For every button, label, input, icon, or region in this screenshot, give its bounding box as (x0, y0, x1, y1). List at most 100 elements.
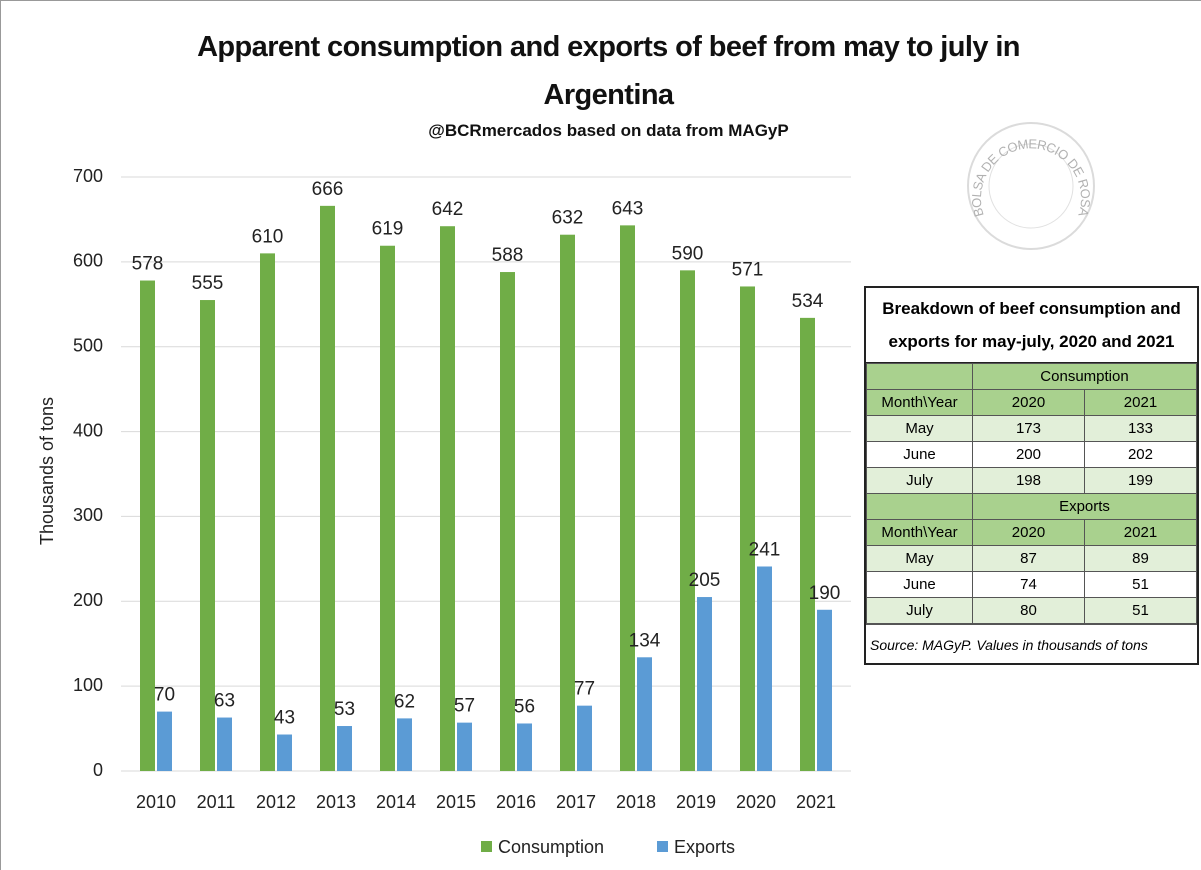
bar (800, 317, 815, 771)
bar (757, 566, 772, 771)
section-row: Consumption (866, 363, 1197, 390)
bar (500, 272, 515, 771)
chart-subtitle: @BCRmercados based on data from MAGyP (428, 121, 789, 140)
data-label: 588 (492, 245, 524, 266)
table-cell: 51 (1083, 571, 1198, 598)
bar (697, 597, 712, 771)
seal-ring (967, 122, 1095, 250)
bar (620, 225, 635, 771)
bar (440, 226, 455, 771)
table-cell: 87 (972, 545, 1085, 572)
table-row: July 198 199 (866, 467, 1198, 494)
table-cell (866, 493, 973, 520)
table-cell: 133 (1083, 415, 1198, 442)
bar (457, 722, 472, 771)
y-tick-label: 400 (73, 420, 103, 440)
data-label: 77 (574, 679, 595, 700)
header-cell: 2020 (972, 389, 1085, 416)
data-label: 610 (252, 226, 284, 247)
header-cell: Month\Year (866, 519, 973, 546)
x-tick-label: 2012 (256, 792, 296, 812)
x-tick-label: 2011 (197, 792, 236, 812)
table-cell: 80 (972, 597, 1085, 624)
bar (740, 286, 755, 771)
data-label: 63 (214, 691, 235, 712)
bar (260, 253, 275, 771)
header-cell: 2020 (972, 519, 1085, 546)
bar (200, 300, 215, 771)
x-tick-label: 2015 (436, 792, 476, 812)
table-row: May 87 89 (866, 545, 1198, 572)
section-name: Consumption (972, 363, 1197, 390)
data-label: 619 (372, 219, 404, 240)
data-label: 571 (732, 259, 764, 280)
table-cell: June (866, 571, 973, 598)
x-tick-label: 2018 (616, 792, 656, 812)
data-label: 190 (809, 583, 841, 604)
table-cell: 74 (972, 571, 1085, 598)
x-tick-label: 2014 (376, 792, 416, 812)
data-label: 632 (552, 208, 584, 229)
table-row: June 74 51 (866, 571, 1198, 598)
bar (577, 705, 592, 771)
table-cell: July (866, 597, 973, 624)
y-tick-label: 200 (73, 590, 103, 610)
header-cell: 2021 (1083, 519, 1198, 546)
bar (517, 723, 532, 771)
y-tick-label: 600 (73, 251, 103, 271)
table-cell (866, 363, 973, 390)
data-label: 555 (192, 273, 224, 294)
section-name: Exports (972, 493, 1197, 520)
bar (157, 711, 172, 771)
x-tick-label: 2017 (556, 792, 596, 812)
bar (277, 734, 292, 771)
bar (320, 205, 335, 771)
breakdown-table: Breakdown of beef consumption and export… (864, 286, 1199, 665)
table-cell: 173 (972, 415, 1085, 442)
header-row: Month\Year 2020 2021 (866, 389, 1198, 416)
data-label: 134 (629, 630, 661, 651)
data-label: 205 (689, 570, 721, 591)
data-label: 43 (274, 708, 295, 729)
legend-swatch (657, 841, 668, 852)
table-title: Breakdown of beef consumption and export… (866, 288, 1197, 363)
table-cell: 51 (1083, 597, 1198, 624)
table-row: June 200 202 (866, 441, 1198, 468)
table-cell: 198 (972, 467, 1085, 494)
data-label: 643 (612, 198, 644, 219)
data-label: 56 (514, 696, 535, 717)
bar (680, 270, 695, 771)
legend-label: Exports (674, 837, 735, 857)
y-tick-label: 500 (73, 335, 103, 355)
table-cell: June (866, 441, 973, 468)
y-tick-label: 300 (73, 505, 103, 525)
x-tick-label: 2021 (796, 792, 836, 812)
table-cell: May (866, 415, 973, 442)
chart-title: Apparent consumption and exports of beef… (197, 31, 1020, 111)
bar (337, 726, 352, 771)
bar (217, 717, 232, 771)
table-cell: 200 (972, 441, 1085, 468)
bar (560, 234, 575, 771)
table-cell: 89 (1083, 545, 1198, 572)
data-label: 590 (672, 243, 704, 264)
x-tick-label: 2016 (496, 792, 536, 812)
data-label: 70 (154, 685, 175, 706)
section-row: Exports (866, 493, 1197, 520)
y-tick-label: 0 (93, 760, 103, 780)
data-label: 62 (394, 691, 415, 712)
table-cell: 202 (1083, 441, 1198, 468)
x-tick-label: 2020 (736, 792, 776, 812)
header-cell: Month\Year (866, 389, 973, 416)
table-cell: 199 (1083, 467, 1198, 494)
bar (397, 718, 412, 771)
bar (140, 280, 155, 771)
data-label: 666 (312, 179, 344, 200)
table-source: Source: MAGyP. Values in thousands of to… (866, 624, 1197, 663)
data-label: 53 (334, 699, 355, 720)
x-tick-label: 2013 (316, 792, 356, 812)
y-tick-label: 700 (73, 166, 103, 186)
data-label: 578 (132, 254, 164, 275)
